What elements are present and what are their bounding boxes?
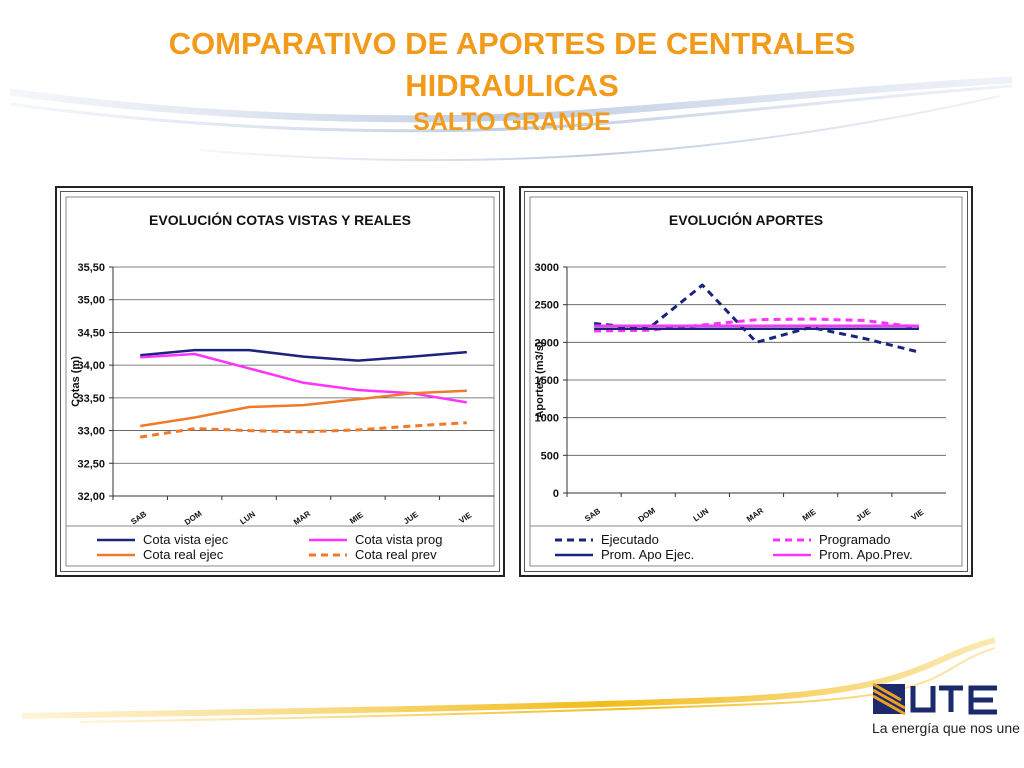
chart-frame <box>65 196 495 567</box>
legend-label-3: Cota real prev <box>355 547 437 562</box>
y-tick-label: 35,00 <box>77 295 105 307</box>
chart-panel-cotas: EVOLUCIÓN COTAS VISTAS Y REALES 32,00 32,5… <box>55 186 505 577</box>
y-tick-label: 34,00 <box>77 360 105 372</box>
chart-aportes: EVOLUCIÓN APORTES 0 500 1000 1500 2000 2500 300… <box>529 196 963 567</box>
page-title-line2: HIDRAULICAS <box>405 68 619 103</box>
series-line-1 <box>594 317 920 333</box>
chart-title: EVOLUCIÓN COTAS VISTAS Y REALES <box>149 211 411 228</box>
series-line-2 <box>140 389 467 428</box>
page-subtitle: SALTO GRANDE <box>413 108 611 136</box>
y-axis-label: Aportes (m3/s) <box>534 341 546 418</box>
chart-title: EVOLUCIÓN APORTES <box>669 211 823 228</box>
y-tick-label: 1000 <box>535 413 559 425</box>
page-title-line1: COMPARATIVO DE APORTES DE CENTRALES <box>168 26 856 61</box>
legend-label-0: Cota vista ejec <box>143 532 229 547</box>
brand-tagline: La energía que nos une <box>872 720 1020 736</box>
series-line-0 <box>140 348 467 362</box>
legend-label-2: Cota real ejec <box>143 547 224 562</box>
y-tick-label: 35,50 <box>77 262 105 274</box>
legend-label-3: Prom. Apo.Prev. <box>819 547 913 562</box>
y-tick-label: 32,00 <box>77 491 105 503</box>
y-tick-label: 3000 <box>535 262 559 274</box>
legend-label-1: Programado <box>819 532 891 547</box>
y-tick-label: 34,50 <box>77 327 105 339</box>
y-tick-label: 0 <box>553 488 559 500</box>
y-tick-label: 1500 <box>535 375 559 387</box>
y-tick-label: 33,50 <box>77 393 105 405</box>
legend-label-2: Prom. Apo Ejec. <box>601 547 694 562</box>
y-tick-label: 500 <box>541 450 559 462</box>
chart-cotas: EVOLUCIÓN COTAS VISTAS Y REALES 32,00 32,5… <box>65 196 495 567</box>
y-tick-label: 2000 <box>535 337 559 349</box>
chart-panel-aportes: EVOLUCIÓN APORTES 0 500 1000 1500 2000 2500 300… <box>519 186 973 577</box>
chart-frame <box>529 196 963 567</box>
ute-logo <box>873 682 997 716</box>
y-tick-label: 2500 <box>535 300 559 312</box>
y-tick-label: 33,00 <box>77 426 105 438</box>
y-tick-label: 32,50 <box>77 458 105 470</box>
y-axis-label: Cotas (m) <box>70 356 82 407</box>
legend-label-0: Ejecutado <box>601 532 659 547</box>
legend-label-1: Cota vista prog <box>355 532 442 547</box>
